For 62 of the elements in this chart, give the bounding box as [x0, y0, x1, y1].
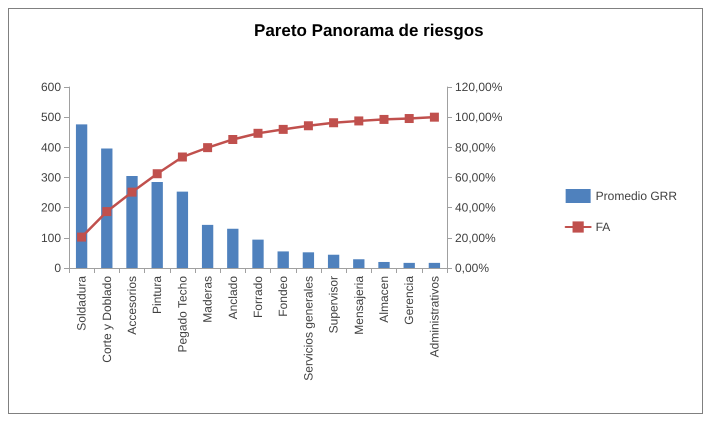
y-tick-label: 0 [54, 261, 62, 275]
bar [328, 254, 340, 268]
y2-tick-label: 100,00% [455, 110, 503, 124]
x-tick-label: Corte y Doblado [100, 276, 114, 363]
bar [252, 240, 264, 268]
bar [76, 124, 88, 268]
point [278, 124, 288, 134]
y2-tick-label: 80,00% [455, 140, 496, 154]
y-tick-label: 400 [40, 140, 62, 154]
point [228, 134, 238, 144]
bar [227, 228, 238, 268]
y-tick-label: 200 [40, 200, 62, 215]
point [77, 232, 86, 242]
point [430, 112, 439, 122]
point [329, 118, 338, 128]
y2-tick-label: 60,00% [455, 170, 496, 184]
point [128, 188, 136, 197]
x-tick-label: Supervisor [326, 276, 341, 334]
y-tick-label: 500 [40, 110, 62, 124]
y-tick-label: 300 [40, 170, 62, 184]
y2-tick-label: 120,00% [455, 80, 503, 94]
x-tick-label: Soldadura [74, 276, 89, 331]
point [380, 114, 388, 124]
bar [353, 259, 364, 268]
bar [428, 262, 440, 268]
point [404, 114, 414, 124]
chart-title: Pareto Panorama de riesgos [254, 21, 484, 40]
bar [202, 224, 214, 268]
y-tick-label: 600 [40, 80, 62, 94]
bar [404, 262, 415, 268]
x-tick-label: Pintura [150, 276, 164, 314]
bar [101, 148, 112, 268]
point [354, 116, 364, 126]
x-tick-label: Almacen [377, 276, 391, 323]
x-tick-label: Pegado Techo [175, 276, 190, 353]
x-tick-label: Gerencia [402, 276, 416, 325]
point [178, 152, 187, 162]
bar [278, 251, 289, 268]
legend-label: FA [596, 220, 610, 234]
y2-tick-label: 40,00% [455, 200, 496, 215]
x-tick-label: Servicios generales [301, 276, 316, 381]
y2-tick-label: 20,00% [455, 230, 496, 245]
point [102, 207, 112, 216]
bar [176, 192, 188, 268]
point [203, 143, 212, 152]
y-tick-label: 100 [40, 230, 62, 245]
legend-label: Promedio GRR [596, 189, 678, 203]
point [152, 169, 162, 178]
bar [302, 252, 314, 268]
x-tick-label: Anclado [226, 276, 240, 320]
x-tick-label: Forrado [251, 276, 265, 318]
bar [126, 176, 138, 268]
x-tick-label: Fondeo [276, 276, 290, 317]
x-tick-label: Accesorios [125, 276, 139, 335]
bar [378, 262, 390, 268]
x-tick-label: Maderas [200, 276, 215, 323]
y2-tick-label: 0,00% [455, 261, 490, 275]
x-tick-label: Mensajeria [352, 276, 366, 335]
point [254, 128, 262, 138]
point [304, 121, 313, 130]
x-tick-label: Administrativos [427, 276, 442, 358]
bar [152, 182, 163, 268]
